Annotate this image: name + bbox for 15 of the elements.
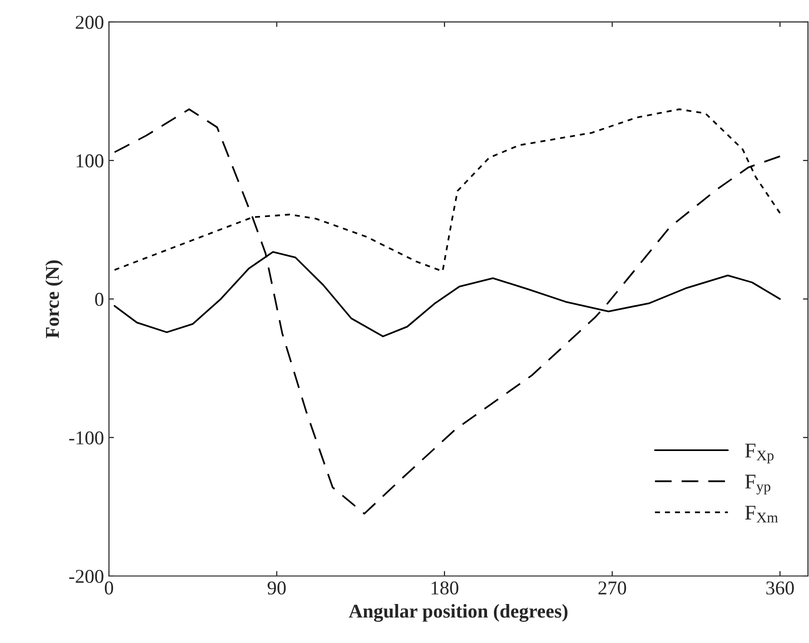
x-axis-title: Angular position (degrees)	[348, 604, 568, 622]
y-axis-title: Force (N)	[45, 260, 63, 338]
legend-label: F$_{Xp}$	[745, 444, 774, 464]
y-tick-label: 100	[76, 154, 104, 168]
legend-label: F$_{yp}$	[745, 474, 770, 494]
y-tick-label: -100	[69, 431, 104, 444]
legend-label: F$_{Xm}$	[745, 506, 778, 522]
x-tick-label: 180	[432, 581, 458, 595]
x-tick-label: 360	[766, 581, 794, 595]
y-tick-label: 200	[76, 16, 104, 29]
x-tick-label: 90	[268, 581, 286, 595]
x-tick-label: 0	[104, 581, 114, 595]
y-tick-label: -200	[69, 570, 104, 583]
y-tick-label: 0	[95, 292, 104, 306]
x-tick-label: 270	[598, 581, 626, 595]
